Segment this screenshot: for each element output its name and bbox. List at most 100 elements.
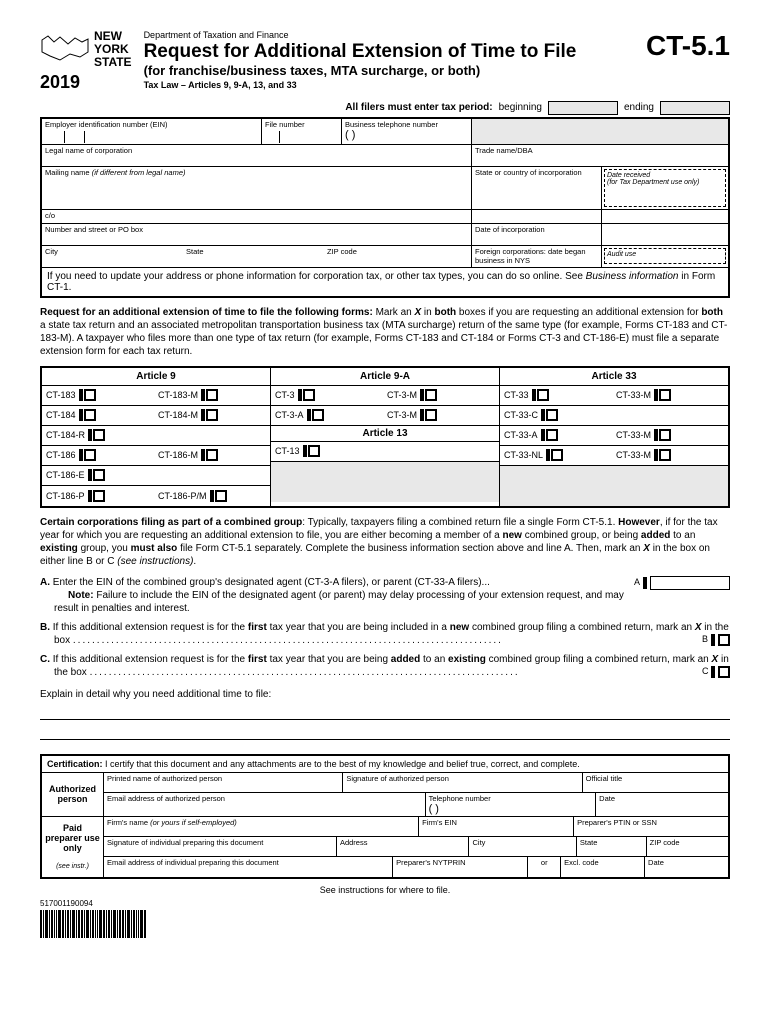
ct-186-p-checkbox[interactable] bbox=[93, 490, 105, 502]
ending-input[interactable] bbox=[660, 101, 730, 115]
request-instructions: Request for an additional extension of t… bbox=[40, 306, 730, 358]
item-a-input[interactable] bbox=[650, 576, 730, 590]
department-name: Department of Taxation and Finance bbox=[144, 30, 636, 40]
ct-184-m-checkbox[interactable] bbox=[206, 409, 218, 421]
or-label: or bbox=[528, 857, 561, 877]
item-b-checkbox[interactable] bbox=[718, 634, 730, 646]
mailing-name-field[interactable]: Mailing name (if different from legal na… bbox=[42, 167, 472, 209]
state-incorp-field[interactable]: State or country of incorporation bbox=[472, 167, 602, 209]
signature-field[interactable]: Signature of authorized person bbox=[343, 773, 582, 792]
tax-period-label: All filers must enter tax period: bbox=[345, 102, 492, 113]
ct-186-checkbox[interactable] bbox=[84, 449, 96, 461]
explain-line-2[interactable] bbox=[40, 724, 730, 740]
cert-statement: Certification: I certify that this docum… bbox=[42, 756, 728, 773]
ct-3-checkbox[interactable] bbox=[303, 389, 315, 401]
barcode-number: 517001190094 bbox=[40, 899, 147, 908]
item-b: B. If this additional extension request … bbox=[40, 621, 730, 647]
article-9a-header: Article 9-A bbox=[271, 368, 500, 385]
nys-logo-icon bbox=[40, 32, 90, 67]
barcode-row: 517001190094 bbox=[40, 899, 730, 938]
phone-field[interactable]: Business telephone number( ) bbox=[342, 119, 472, 144]
explain-line-1[interactable] bbox=[40, 704, 730, 720]
footer-text: See instructions for where to file. bbox=[40, 885, 730, 895]
date2-field[interactable]: Date bbox=[645, 857, 728, 877]
audit-use-cell: Audit use bbox=[602, 246, 728, 267]
date-field[interactable]: Date bbox=[596, 793, 728, 816]
ct-184-checkbox[interactable] bbox=[84, 409, 96, 421]
ct-33-m2-checkbox[interactable] bbox=[659, 429, 671, 441]
sig-prep-field[interactable]: Signature of individual preparing this d… bbox=[104, 837, 337, 856]
article-13-header: Article 13 bbox=[271, 426, 499, 442]
ct-3-a-checkbox[interactable] bbox=[312, 409, 324, 421]
explain-label: Explain in detail why you need additiona… bbox=[40, 689, 730, 700]
certification-box: Certification: I certify that this docum… bbox=[40, 754, 730, 879]
item-c: C. If this additional extension request … bbox=[40, 653, 730, 679]
title-block: Department of Taxation and Finance Reque… bbox=[144, 30, 636, 90]
logo-block: NEW YORK STATE 2019 bbox=[40, 30, 132, 93]
firm-name-field[interactable]: Firm's name (or yours if self-employed) bbox=[104, 817, 419, 836]
email-auth-field[interactable]: Email address of authorized person bbox=[104, 793, 426, 816]
item-a: A. Enter the EIN of the combined group's… bbox=[40, 576, 730, 615]
ct-3-m-checkbox[interactable] bbox=[425, 389, 437, 401]
ct-33-checkbox[interactable] bbox=[537, 389, 549, 401]
printed-name-field[interactable]: Printed name of authorized person bbox=[104, 773, 343, 792]
state-field[interactable]: State bbox=[577, 837, 647, 856]
authorized-label: Authorized person bbox=[42, 773, 104, 817]
tax-period-row: All filers must enter tax period: beginn… bbox=[40, 101, 730, 115]
legal-name-field[interactable]: Legal name of corporation bbox=[42, 145, 472, 166]
firm-ein-field[interactable]: Firm's EIN bbox=[419, 817, 574, 836]
item-c-checkbox[interactable] bbox=[718, 666, 730, 678]
article-9-col: CT-183CT-183-M CT-184CT-184-M CT-184-R C… bbox=[42, 386, 271, 506]
date-received-cell: Date received (for Tax Department use on… bbox=[602, 167, 728, 209]
tax-law-ref: Tax Law – Articles 9, 9-A, 13, and 33 bbox=[144, 80, 636, 90]
nytprin-field[interactable]: Preparer's NYTPRIN bbox=[393, 857, 528, 877]
beginning-label: beginning bbox=[499, 102, 542, 113]
state-name-3: STATE bbox=[94, 56, 132, 69]
city-state-zip[interactable]: City State ZIP code bbox=[42, 246, 472, 267]
shaded-area bbox=[472, 119, 728, 144]
info-box: Employer identification number (EIN) Fil… bbox=[40, 117, 730, 298]
ct-3-m2-checkbox[interactable] bbox=[425, 409, 437, 421]
paid-preparer-label: Paid preparer use only(see instr.) bbox=[42, 817, 104, 877]
beginning-input[interactable] bbox=[548, 101, 618, 115]
foreign-field[interactable]: Foreign corporations: date began busines… bbox=[472, 246, 602, 267]
article-33-header: Article 33 bbox=[500, 368, 728, 385]
state-incorp-cont bbox=[472, 210, 602, 223]
file-number-field[interactable]: File number bbox=[262, 119, 342, 144]
trade-name-field[interactable]: Trade name/DBA bbox=[472, 145, 728, 166]
form-title: Request for Additional Extension of Time… bbox=[144, 42, 636, 63]
article-33-col: CT-33CT-33-M CT-33-C CT-33-ACT-33-M CT-3… bbox=[500, 386, 728, 506]
article-9a-col: CT-3CT-3-M CT-3-ACT-3-M Article 13 CT-13 bbox=[271, 386, 500, 506]
title-field[interactable]: Official title bbox=[583, 773, 728, 792]
combined-group-text: Certain corporations filing as part of a… bbox=[40, 516, 730, 568]
ct-33-c-checkbox[interactable] bbox=[546, 409, 558, 421]
update-info-text: If you need to update your address or ph… bbox=[42, 268, 728, 296]
form-code: CT-5.1 bbox=[646, 30, 730, 62]
street-field[interactable]: Number and street or PO box bbox=[42, 224, 472, 245]
excl-field[interactable]: Excl. code bbox=[561, 857, 645, 877]
ct-33-m3-checkbox[interactable] bbox=[659, 449, 671, 461]
zip-field[interactable]: ZIP code bbox=[647, 837, 728, 856]
ct-186-pm-checkbox[interactable] bbox=[215, 490, 227, 502]
ein-field[interactable]: Employer identification number (EIN) bbox=[42, 119, 262, 144]
email-prep-field[interactable]: Email address of individual preparing th… bbox=[104, 857, 393, 877]
barcode-icon bbox=[40, 910, 147, 938]
ptin-field[interactable]: Preparer's PTIN or SSN bbox=[574, 817, 728, 836]
ct-33-nl-checkbox[interactable] bbox=[551, 449, 563, 461]
tax-year: 2019 bbox=[40, 72, 80, 93]
city-field[interactable]: City bbox=[469, 837, 576, 856]
ct-183-checkbox[interactable] bbox=[84, 389, 96, 401]
ct-186-m-checkbox[interactable] bbox=[206, 449, 218, 461]
ct-183-m-checkbox[interactable] bbox=[206, 389, 218, 401]
address-field[interactable]: Address bbox=[337, 837, 470, 856]
date-incorp-field[interactable]: Date of incorporation bbox=[472, 224, 602, 245]
co-field[interactable]: c/o bbox=[42, 210, 472, 223]
ct-13-checkbox[interactable] bbox=[308, 445, 320, 457]
ct-33-m-checkbox[interactable] bbox=[659, 389, 671, 401]
ct-33-a-checkbox[interactable] bbox=[546, 429, 558, 441]
ct-186-e-checkbox[interactable] bbox=[93, 469, 105, 481]
form-subtitle: (for franchise/business taxes, MTA surch… bbox=[144, 63, 636, 78]
ending-label: ending bbox=[624, 102, 654, 113]
ct-184-r-checkbox[interactable] bbox=[93, 429, 105, 441]
telephone-field[interactable]: Telephone number( ) bbox=[426, 793, 597, 816]
